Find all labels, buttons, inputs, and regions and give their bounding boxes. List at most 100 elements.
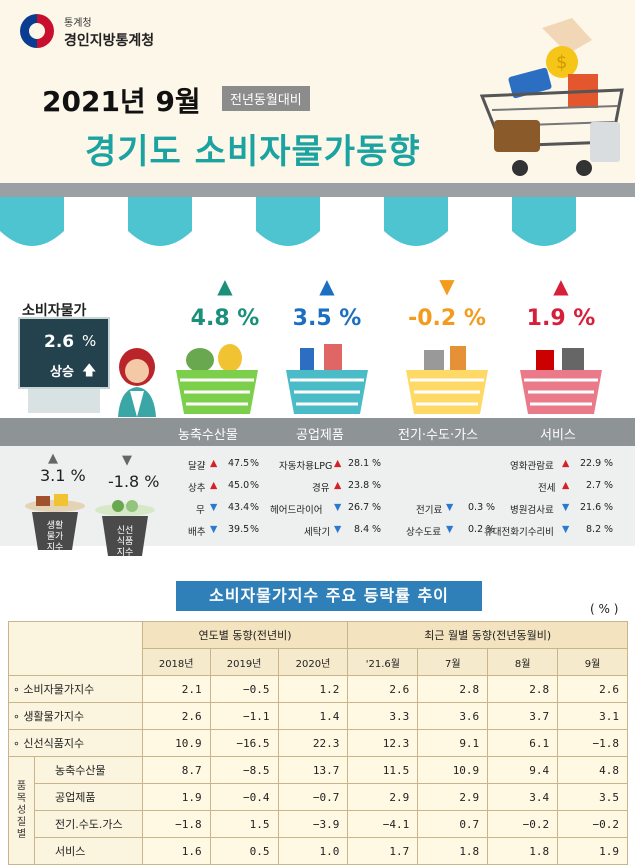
category-industry: ▲ 3.5 %: [272, 276, 382, 331]
table-cell: 3.3: [347, 702, 419, 730]
table-cell: 1.8: [487, 837, 559, 865]
category-utility-name: 전기·수도·가스: [398, 428, 479, 443]
percent-unit: %: [372, 480, 382, 491]
table-cell: 2.6: [141, 702, 211, 730]
table-unit: ( % ): [590, 602, 619, 616]
service-item-value: 2.7: [586, 480, 602, 491]
table-cell: 1.5: [209, 810, 279, 838]
column-header: 9월: [557, 648, 628, 676]
table-cell: 1.4: [277, 702, 349, 730]
cpi-trend-table: 연도별 동향(전년비) 최근 월별 동향(전년동월비) 2018년 2019년 …: [8, 621, 628, 865]
industry-item-value: 28.1: [348, 458, 370, 469]
category-service-name: 서비스: [540, 428, 576, 443]
table-row: ∘ 생활물가지수 2.6 −1.1 1.4 3.3 3.6 3.7 3.1: [8, 702, 628, 730]
category-service-pct: 1.9 %: [526, 306, 596, 331]
table-row: 전기.수도.가스 −1.8 1.5 −3.9 −4.1 0.7 −0.2 −0.…: [9, 810, 628, 838]
percent-unit: %: [604, 480, 614, 491]
table-cell: 9.1: [417, 729, 489, 757]
service-item-name: 영화관람료: [510, 461, 554, 472]
percent-unit: %: [604, 458, 614, 469]
table-cell: 9.4: [487, 756, 559, 784]
vegetable-basket-icon: [176, 344, 258, 414]
header-banner: 통계청 경인지방통계청 2021년 9월 전년동월대비 경기도 소비자물가동향 …: [0, 0, 635, 185]
shopkeeper-icon: [118, 348, 156, 417]
up-arrow-icon: ▲: [553, 274, 569, 298]
agri-item-value: 43.4: [228, 502, 250, 513]
down-arrow-icon: ▼: [210, 502, 218, 513]
percent-unit: %: [486, 502, 496, 513]
percent-unit: %: [250, 480, 260, 491]
goods-basket-icon: [286, 344, 368, 414]
up-arrow-icon: ▲: [334, 458, 342, 469]
category-utility-pct: -0.2 %: [408, 306, 486, 331]
up-arrow-icon: ▲: [334, 480, 342, 491]
service-item-value: 8.2: [586, 524, 602, 535]
utility-item-name: 상수도료: [406, 527, 441, 538]
fresh-label-line: 지수: [116, 548, 134, 558]
fresh-label-line: 식품: [116, 537, 134, 547]
utility-basket-icon: [406, 346, 488, 414]
row-label: 공업제품: [33, 783, 143, 811]
fresh-label: 신선 식품 지수: [109, 526, 141, 559]
table-row: ∘ 신선식품지수 10.9 −16.5 22.3 12.3 9.1 6.1 −1…: [8, 729, 628, 757]
table-cell: 8.7: [141, 756, 211, 784]
down-arrow-icon: ▼: [439, 274, 455, 298]
percent-unit: %: [250, 524, 260, 535]
industry-item-name: 자동차용LPG: [279, 461, 333, 472]
table-corner: [8, 621, 143, 676]
report-period: 2021년 9월: [42, 85, 201, 118]
fresh-scale-icon: [95, 500, 155, 556]
cpi-unit: %: [82, 332, 97, 350]
industry-item-name: 세탁기: [304, 527, 331, 538]
utility-item-value: 0.2: [468, 524, 484, 535]
table-cell: −0.2: [487, 810, 559, 838]
agri-item-name: 달걀: [188, 461, 206, 472]
column-header: 2018년: [141, 648, 211, 676]
table-cell: 13.7: [277, 756, 349, 784]
table-cell: −4.1: [347, 810, 419, 838]
table-cell: −1.8: [141, 810, 211, 838]
service-item-name: 전세: [538, 483, 556, 494]
table-cell: 6.1: [487, 729, 559, 757]
down-arrow-icon: ▼: [334, 502, 342, 513]
table-cell: 2.6: [347, 675, 419, 703]
table-cell: 2.8: [487, 675, 559, 703]
table-cell: 22.3: [277, 729, 349, 757]
table-title: 소비자물가지수 주요 등락률 추이: [176, 581, 482, 611]
table-cell: 1.8: [417, 837, 489, 865]
up-arrow-icon: ▲: [210, 458, 218, 469]
cpi-label: 소비자물가: [22, 303, 87, 319]
industry-item-value: 8.4: [354, 524, 370, 535]
table-cell: 2.9: [347, 783, 419, 811]
fresh-label-line: 신선: [116, 526, 134, 536]
table-header-row: 2018년 2019년 2020년 '21.6월 7월 8월 9월: [9, 648, 628, 676]
table-cell: −0.4: [209, 783, 279, 811]
table-row: 품목성질별 농축수산물 8.7 −8.5 13.7 11.5 10.9 9.4 …: [8, 756, 628, 865]
org-name: 경인지방통계청: [64, 33, 155, 49]
column-header: 2019년: [209, 648, 279, 676]
table-cell: −0.2: [557, 810, 628, 838]
percent-unit: %: [250, 502, 260, 513]
table-cell: 1.2: [277, 675, 349, 703]
category-agri-name: 농축수산물: [178, 428, 238, 443]
table-cell: 3.5: [557, 783, 628, 811]
service-item-value: 22.9: [580, 458, 602, 469]
percent-unit: %: [486, 524, 496, 535]
down-arrow-icon: ▼: [334, 524, 342, 535]
percent-unit: %: [604, 502, 614, 513]
table-cell: 2.9: [417, 783, 489, 811]
side-category-text: 품목성질별: [16, 780, 27, 840]
service-basket-icon: [520, 348, 602, 414]
percent-unit: %: [250, 458, 260, 469]
percent-unit: %: [604, 524, 614, 535]
table-cell: 1.0: [277, 837, 349, 865]
agri-item-name: 상추: [188, 483, 206, 494]
living-label-line: 생활: [46, 521, 64, 531]
row-label: 전기.수도.가스: [33, 810, 143, 838]
table-cell: −3.9: [277, 810, 349, 838]
service-item-value: 21.6: [580, 502, 602, 513]
table-cell: 0.5: [209, 837, 279, 865]
table-cell: 2.6: [557, 675, 628, 703]
shopping-cart-illustration-icon: $: [479, 18, 624, 176]
industry-item-name: 헤어드라이어: [270, 505, 323, 516]
